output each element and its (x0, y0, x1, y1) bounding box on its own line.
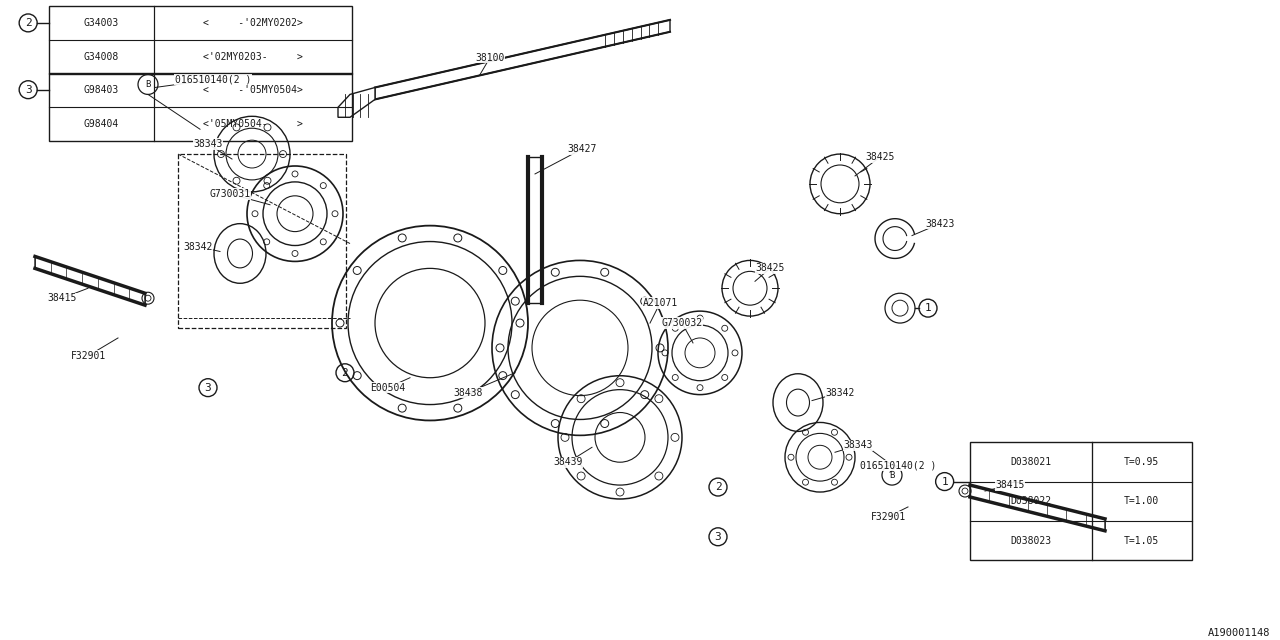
Polygon shape (529, 157, 541, 303)
Text: E00504: E00504 (370, 383, 406, 393)
Text: F32901: F32901 (870, 512, 906, 522)
Bar (49, 6, 352, 74)
Text: 38343: 38343 (193, 139, 223, 149)
Text: 3: 3 (714, 532, 722, 541)
Text: <     -'02MY0202>: < -'02MY0202> (202, 18, 303, 28)
Text: G34003: G34003 (83, 18, 119, 28)
Text: <'05MY0504-     >: <'05MY0504- > (202, 119, 303, 129)
Text: G34008: G34008 (83, 52, 119, 62)
Text: 38425: 38425 (865, 152, 895, 162)
Text: A21071: A21071 (643, 298, 677, 308)
Text: 38415: 38415 (47, 293, 77, 303)
Text: D038022: D038022 (1010, 496, 1052, 506)
Text: <'02MY0203-     >: <'02MY0203- > (202, 52, 303, 62)
Text: 38100: 38100 (475, 52, 504, 63)
Text: D038023: D038023 (1010, 536, 1052, 546)
Polygon shape (970, 485, 1105, 531)
Text: 3: 3 (24, 84, 32, 95)
Text: A190001148: A190001148 (1207, 628, 1270, 638)
Text: F32901: F32901 (70, 351, 106, 361)
Text: 1: 1 (924, 303, 932, 313)
Text: 38423: 38423 (925, 219, 955, 228)
Bar (49, 73, 352, 141)
Text: G98404: G98404 (83, 119, 119, 129)
Text: 38438: 38438 (453, 388, 483, 397)
Text: 1: 1 (941, 477, 948, 486)
Bar (970, 442, 1192, 561)
Text: 016510140(2 ): 016510140(2 ) (860, 460, 936, 470)
Text: 38343: 38343 (844, 440, 873, 451)
Text: 38342: 38342 (183, 241, 212, 252)
Text: 38427: 38427 (567, 144, 596, 154)
Text: G730032: G730032 (662, 318, 703, 328)
Bar (178, 154, 346, 328)
Text: <     -'05MY0504>: < -'05MY0504> (202, 85, 303, 95)
Text: T=0.95: T=0.95 (1124, 457, 1160, 467)
Text: T=1.00: T=1.00 (1124, 496, 1160, 506)
Text: 016510140(2 ): 016510140(2 ) (175, 74, 251, 84)
Text: 2: 2 (24, 18, 32, 28)
Text: G730031: G730031 (210, 189, 251, 199)
Text: 38415: 38415 (996, 480, 1025, 490)
Polygon shape (338, 88, 375, 117)
Text: B: B (146, 80, 151, 89)
Text: 3: 3 (205, 383, 211, 393)
Text: 2: 2 (342, 368, 348, 378)
Text: G98403: G98403 (83, 85, 119, 95)
Text: B: B (890, 470, 895, 479)
Text: 38425: 38425 (755, 264, 785, 273)
Polygon shape (375, 20, 669, 99)
Text: D038021: D038021 (1010, 457, 1052, 467)
Polygon shape (35, 257, 145, 305)
Text: T=1.05: T=1.05 (1124, 536, 1160, 546)
Text: 2: 2 (714, 482, 722, 492)
Text: 38439: 38439 (553, 457, 582, 467)
Text: 38342: 38342 (826, 388, 855, 397)
